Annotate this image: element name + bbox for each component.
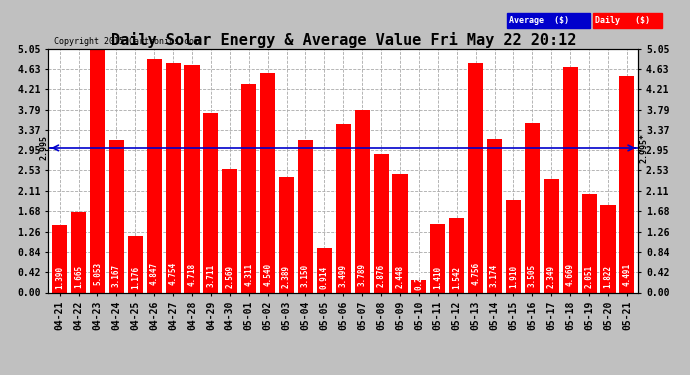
Text: 1.910: 1.910 [509,265,518,288]
Text: 4.540: 4.540 [263,262,272,286]
Bar [449,218,464,292]
Text: Daily   ($): Daily ($) [595,16,650,25]
Text: 0.914: 0.914 [320,266,329,289]
Text: 3.150: 3.150 [301,264,310,287]
Bar [562,67,578,292]
Text: 1.542: 1.542 [452,266,461,289]
Text: 4.669: 4.669 [566,262,575,286]
Bar [393,174,408,292]
Bar [222,168,237,292]
Text: Average  ($): Average ($) [509,16,569,25]
Text: 3.711: 3.711 [206,263,215,286]
Bar [128,236,143,292]
Text: 3.174: 3.174 [490,264,499,287]
Bar [241,84,256,292]
Bar [279,177,294,292]
Text: 1.665: 1.665 [74,266,83,288]
Text: 5.053: 5.053 [93,262,102,285]
Bar [146,58,161,292]
Text: Copyright 2015 Cartronics.com: Copyright 2015 Cartronics.com [55,38,199,46]
Text: 4.718: 4.718 [188,262,197,285]
Bar [525,123,540,292]
Bar [600,204,615,292]
Text: 2.569: 2.569 [226,264,235,288]
Bar [431,225,445,292]
Bar [373,154,388,292]
Text: 0.252: 0.252 [415,267,424,290]
Bar [204,113,219,292]
Text: 2.051: 2.051 [584,265,593,288]
Text: 1.176: 1.176 [131,266,140,289]
Bar [52,225,67,292]
Text: 4.847: 4.847 [150,262,159,285]
Text: 4.756: 4.756 [471,262,480,285]
Bar [260,74,275,292]
Text: 2.995*: 2.995* [640,133,649,163]
Bar [582,194,597,292]
Text: 3.499: 3.499 [339,264,348,287]
Text: 1.410: 1.410 [433,266,442,289]
Bar [298,141,313,292]
Bar [468,63,483,292]
Bar [317,248,332,292]
Text: 2.448: 2.448 [395,265,404,288]
Text: 4.311: 4.311 [244,263,253,286]
Text: 2.995: 2.995 [40,135,49,160]
Text: 2.389: 2.389 [282,265,291,288]
Text: 4.754: 4.754 [168,262,177,285]
Bar [71,212,86,292]
Text: 4.491: 4.491 [622,262,631,286]
Bar [90,49,105,292]
Bar [355,110,370,292]
Bar [544,179,559,292]
Bar [184,65,199,292]
Bar [487,139,502,292]
Bar [506,200,521,292]
Bar [166,63,181,292]
Bar [109,140,124,292]
Bar [336,124,351,292]
Text: 1.390: 1.390 [55,266,64,289]
Text: 2.349: 2.349 [546,265,555,288]
Bar [620,76,635,292]
Text: 3.789: 3.789 [357,263,366,286]
Title: Daily Solar Energy & Average Value Fri May 22 20:12: Daily Solar Energy & Average Value Fri M… [110,32,576,48]
Bar [411,280,426,292]
Text: 3.167: 3.167 [112,264,121,287]
Text: 3.505: 3.505 [528,264,537,287]
Text: 2.876: 2.876 [377,264,386,287]
Text: 1.822: 1.822 [604,265,613,288]
